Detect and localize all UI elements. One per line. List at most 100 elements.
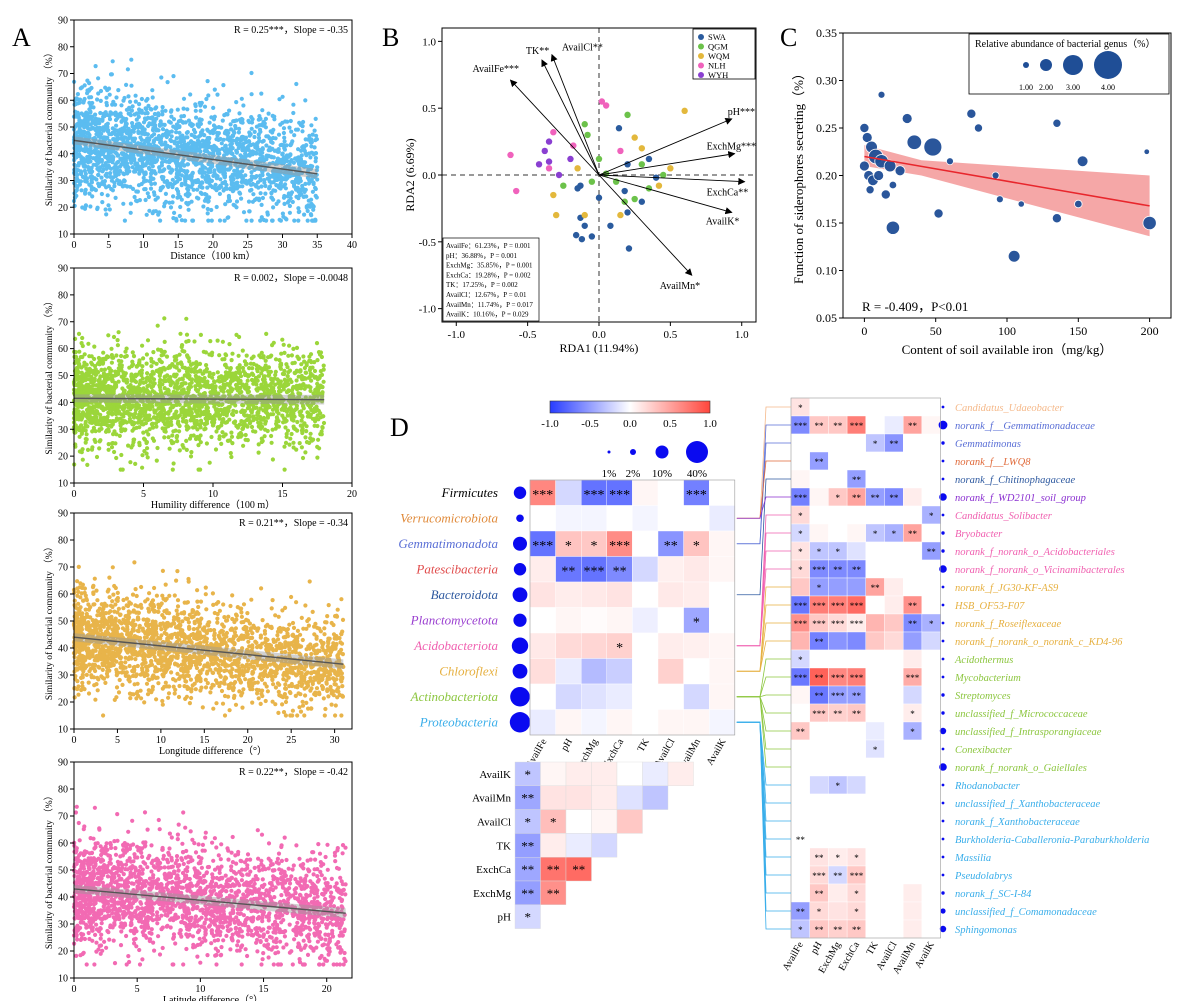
a-point [202,198,207,203]
a-point [168,109,174,114]
a-point [170,433,175,438]
a-point [110,111,115,116]
a-point [305,414,310,419]
a-point [321,414,326,419]
a-point [300,637,305,643]
a-point [77,100,82,105]
a-point [133,99,138,104]
a-point [141,356,146,361]
a-point [262,434,267,439]
a-point [124,128,129,133]
a-point [145,191,150,196]
a-point [247,366,252,371]
a-point [109,346,114,351]
a-point [187,359,192,364]
a-point [179,218,184,223]
a-point [112,449,117,455]
a-point [234,118,239,123]
a-point [174,372,179,377]
a-point [243,173,248,178]
a-point [179,362,184,367]
a-point [236,353,241,358]
a-point [127,129,133,134]
a-point [151,176,156,181]
a-point [220,118,225,123]
a-point [295,419,300,425]
a-point [188,92,193,97]
a-point [130,121,135,126]
a-point [212,420,217,425]
a-point [162,349,167,354]
a-point [84,598,89,603]
a-point [247,139,252,144]
a-point [310,609,315,615]
a-point [77,449,82,454]
a-point [226,438,231,443]
a-point [292,218,297,223]
a-ytick-label: 50 [58,123,68,134]
a-point [154,159,159,164]
a-point [128,460,133,465]
a-point [98,110,103,116]
a-point [228,135,233,140]
a-point [185,135,190,140]
a-point [185,353,190,358]
a-point [83,419,88,424]
a-point [276,411,281,416]
a-point [74,114,79,119]
a-point [121,201,126,206]
a-point [193,387,199,392]
a-point [307,354,312,359]
a-point [122,373,127,378]
a-point [230,412,235,417]
a-point [86,691,92,696]
a-point [277,358,282,363]
a-point [285,413,290,418]
a-point [282,467,287,472]
panel-label-d: D [390,413,409,442]
a-xtick-label: 5 [141,489,146,500]
a-point [98,98,103,103]
a-point [237,111,242,116]
a-point [97,153,102,158]
a-point [294,384,299,389]
a-point [234,100,239,105]
a-point [119,103,124,108]
a-point [186,207,191,212]
a-point [167,421,172,426]
a-point [104,100,109,105]
a-point [145,375,150,380]
a-point [237,190,242,195]
a-point [90,114,95,119]
a-point [214,176,219,181]
a-point [101,386,106,391]
a-point [303,435,308,440]
a-ytick-label: 60 [58,96,68,107]
a-point [194,195,200,200]
a-point [86,341,91,346]
a-point [322,713,327,718]
a-point [195,142,200,147]
a-point [258,191,263,196]
a-point [233,370,238,375]
a-point [230,138,235,143]
a-point [299,153,304,158]
a-point [137,110,142,115]
a-point [205,211,210,216]
a-point [106,86,112,91]
a-point [300,426,305,431]
a-point [224,150,229,155]
a-point [259,382,264,387]
a-point [303,370,308,375]
a-point [72,170,77,175]
a-point [80,174,85,179]
a-point [248,132,253,137]
a-point [157,368,162,373]
a-point [77,182,82,187]
a-point [291,160,296,165]
a-point [276,149,281,154]
a-point [283,182,288,187]
a-point [100,169,105,174]
a-point [228,122,233,127]
a-point [240,426,245,432]
